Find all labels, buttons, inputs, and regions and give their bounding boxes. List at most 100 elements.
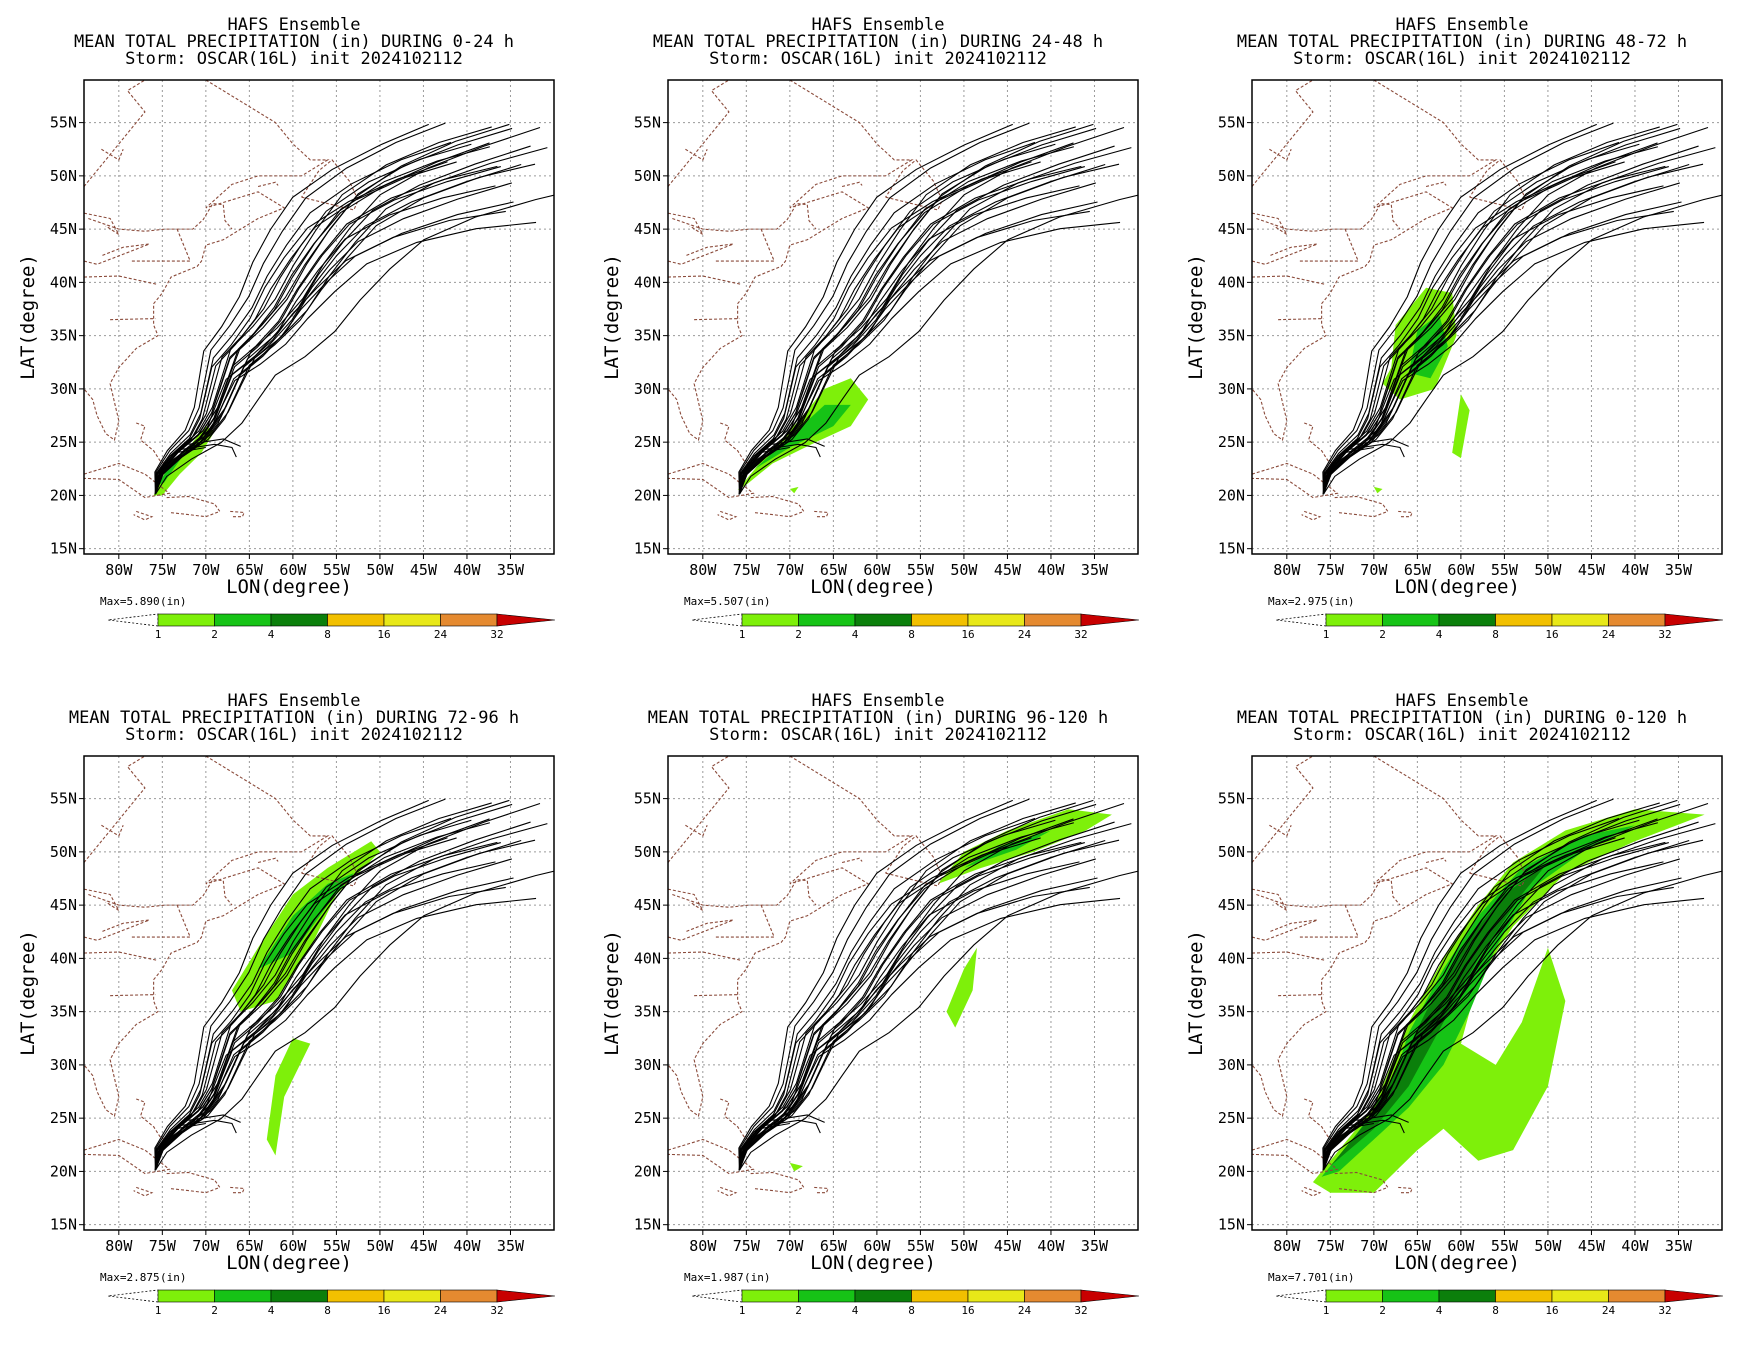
- colorbar-level-label: 8: [324, 628, 331, 641]
- state-border: [1278, 994, 1324, 997]
- precip-area: [1373, 486, 1383, 494]
- precip-area: [789, 1162, 803, 1172]
- map-frame: [1251, 79, 1723, 555]
- coastline: [1301, 510, 1322, 521]
- ensemble-track: [1322, 161, 1616, 495]
- ensemble-track: [154, 141, 452, 495]
- lon-tick-label: 80W: [1273, 1237, 1301, 1255]
- panel-title: MEAN TOTAL PRECIPITATION (in) DURING 0-1…: [1237, 708, 1687, 728]
- lat-tick-label: 55N: [50, 114, 77, 132]
- panel-model-title: HAFS Ensemble: [227, 691, 360, 711]
- lat-tick-label: 30N: [634, 1056, 661, 1074]
- colorbar-level-label: 2: [211, 628, 218, 641]
- coastline: [717, 510, 738, 521]
- lon-tick-label: 80W: [105, 1237, 133, 1255]
- lon-tick-label: 40W: [1621, 561, 1649, 579]
- lon-tick-label: 35W: [1081, 561, 1109, 579]
- colorbar-segment: [1495, 613, 1553, 627]
- max-value-label: Max=2.875: [100, 1271, 160, 1284]
- colorbar-segment: [1551, 613, 1609, 627]
- max-value-label: Max=5.507: [684, 595, 744, 608]
- colorbar-unit: (in): [744, 1271, 771, 1284]
- lat-tick-label: 50N: [50, 843, 77, 861]
- lat-tick-label: 40N: [1218, 273, 1245, 291]
- map-frame: [83, 79, 555, 555]
- lon-tick-label: 40W: [1037, 1237, 1065, 1255]
- colorbar: Max=5.507 (in)1 2 4 8 16 24 32: [684, 595, 1140, 641]
- coastline: [230, 510, 245, 518]
- ensemble-track: [1322, 799, 1597, 1171]
- lon-tick-label: 65W: [820, 561, 848, 579]
- map-frame: [667, 755, 1139, 1231]
- colorbar-level-label: 24: [1602, 1304, 1616, 1317]
- coastline: [1334, 1171, 1389, 1194]
- precip-area: [1452, 394, 1470, 459]
- lat-tick-label: 40N: [634, 273, 661, 291]
- ensemble-track: [1322, 803, 1681, 1171]
- coastline: [1252, 1138, 1339, 1175]
- lat-tick-label: 25N: [50, 1109, 77, 1127]
- lat-tick-label: 20N: [1218, 1162, 1245, 1180]
- state-border: [1299, 228, 1360, 262]
- lat-tick-label: 40N: [634, 949, 661, 967]
- lon-tick-label: 70W: [192, 1237, 220, 1255]
- colorbar-level-label: 8: [1492, 628, 1499, 641]
- colorbar-level-label: 32: [1074, 1304, 1087, 1317]
- lon-tick-label: 35W: [1081, 1237, 1109, 1255]
- lon-tick-label: 60W: [1447, 561, 1475, 579]
- ensemble-track: [1343, 1122, 1374, 1130]
- colorbar-level-label: 24: [434, 628, 448, 641]
- colorbar-level-label: 8: [1492, 1304, 1499, 1317]
- colorbar-level-label: 1: [1323, 628, 1330, 641]
- lat-tick-label: 45N: [634, 896, 661, 914]
- lon-tick-label: 60W: [863, 561, 891, 579]
- lat-tick-label: 25N: [634, 433, 661, 451]
- colorbar-below-triangle: [691, 1289, 743, 1303]
- panel-storm-line: Storm: OSCAR(16L) init 2024102112: [709, 725, 1047, 745]
- state-border: [1252, 951, 1327, 962]
- lon-tick-label: 45W: [410, 1237, 438, 1255]
- state-border: [1256, 202, 1401, 232]
- lon-tick-label: 45W: [410, 561, 438, 579]
- coastline: [84, 462, 171, 499]
- coastline: [668, 888, 704, 911]
- y-axis-title: LAT(degree): [601, 930, 623, 1056]
- lon-tick-label: 65W: [820, 1237, 848, 1255]
- ensemble-track: [738, 126, 1076, 495]
- ensemble-track: [1322, 127, 1681, 495]
- ensemble-track: [738, 122, 1030, 495]
- colorbar-segment: [967, 613, 1025, 627]
- colorbar-level-label: 32: [1658, 628, 1671, 641]
- lon-tick-label: 75W: [733, 561, 761, 579]
- colorbar-segment: [270, 613, 328, 627]
- colorbar-segment: [1608, 1289, 1666, 1303]
- lat-tick-label: 15N: [50, 1216, 77, 1234]
- colorbar-level-label: 2: [211, 1304, 218, 1317]
- ensemble-track: [772, 1114, 825, 1123]
- ensemble-track: [1322, 123, 1597, 495]
- lat-tick-label: 55N: [634, 790, 661, 808]
- lat-tick-label: 50N: [634, 843, 661, 861]
- colorbar-segment: [967, 1289, 1025, 1303]
- ensemble-track: [738, 799, 1013, 1171]
- state-border: [110, 318, 156, 321]
- colorbar-segment: [911, 613, 969, 627]
- coastline: [885, 835, 943, 887]
- y-axis-title: LAT(degree): [1185, 930, 1207, 1056]
- ensemble-track: [154, 803, 513, 1171]
- coastline: [84, 756, 330, 1117]
- lat-tick-label: 20N: [634, 486, 661, 504]
- colorbar: Max=2.875 (in)1 2 4 8 16 24 32: [100, 1271, 556, 1317]
- colorbar-level-label: 4: [852, 1304, 859, 1317]
- ensemble-track: [738, 817, 1036, 1171]
- coastline: [230, 1186, 245, 1194]
- lat-tick-label: 15N: [50, 540, 77, 558]
- panel-storm-line: Storm: OSCAR(16L) init 2024102112: [709, 49, 1047, 69]
- panel-model-title: HAFS Ensemble: [1395, 691, 1528, 711]
- lat-tick-label: 35N: [50, 1003, 77, 1021]
- colorbar: Max=5.890 (in)1 2 4 8 16 24 32: [100, 595, 556, 641]
- colorbar-level-label: 16: [1545, 628, 1558, 641]
- colorbar-level-label: 8: [908, 1304, 915, 1317]
